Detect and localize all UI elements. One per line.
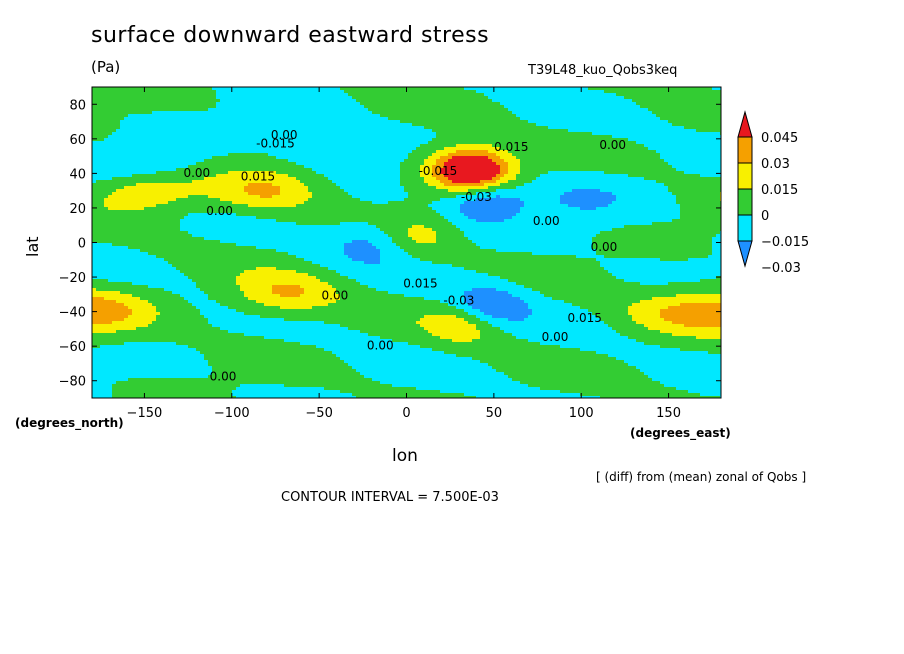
contour-label: 0.00 bbox=[206, 204, 233, 218]
colorbar-swatch bbox=[737, 214, 753, 242]
contour-label: 0.00 bbox=[367, 339, 394, 353]
x-tick-label: 100 bbox=[569, 406, 594, 421]
x-tick-label: −50 bbox=[305, 406, 332, 421]
x-axis-units: (degrees_east) bbox=[630, 426, 731, 440]
contour-label: 0.015 bbox=[494, 140, 528, 154]
colorbar-label: −0.015 bbox=[761, 235, 809, 250]
contour-label: -0.03 bbox=[461, 190, 492, 204]
comparison-note: [ (diff) from (mean) zonal of Qobs ] bbox=[596, 470, 807, 484]
y-tick-label: 80 bbox=[69, 98, 86, 113]
x-tick-label: −100 bbox=[214, 406, 250, 421]
y-axis-units: (degrees_north) bbox=[15, 416, 124, 430]
x-tick-label: 0 bbox=[402, 406, 410, 421]
x-axis-label: lon bbox=[392, 446, 418, 466]
y-tick-label: 40 bbox=[69, 167, 86, 182]
colorbar-label: −0.03 bbox=[761, 261, 801, 276]
contour-label: 0.00 bbox=[210, 370, 237, 384]
contour-label: -0.015 bbox=[256, 136, 295, 150]
y-tick-label: −60 bbox=[59, 340, 86, 355]
contour-label: -0.015 bbox=[419, 164, 458, 178]
contour-label: 0.00 bbox=[591, 240, 618, 254]
colorbar-top-triangle bbox=[737, 110, 753, 138]
colorbar-bottom-triangle bbox=[737, 240, 753, 268]
colorbar-label: 0.045 bbox=[761, 131, 798, 146]
contour-label: -0.03 bbox=[443, 294, 474, 308]
contour-label: 0.015 bbox=[568, 311, 602, 325]
colorbar-label: 0.03 bbox=[761, 157, 790, 172]
contour-label: 0.00 bbox=[542, 330, 569, 344]
colorbar-swatch bbox=[737, 136, 753, 164]
axes: −150 −100 −50 0 50 100 150 80 60 40 20 0 −20 −40 −60 −8… bbox=[59, 87, 721, 421]
x-tick-label: 50 bbox=[486, 406, 503, 421]
contour-label: 0.00 bbox=[271, 128, 298, 142]
x-tick-label: −150 bbox=[127, 406, 163, 421]
colorbar-label: 0 bbox=[761, 209, 769, 224]
y-tick-label: −40 bbox=[59, 306, 86, 321]
y-tick-label: −20 bbox=[59, 271, 86, 286]
chart-title: surface downward eastward stress bbox=[91, 23, 490, 48]
contour-label: 0.00 bbox=[322, 289, 349, 303]
chart-units: (Pa) bbox=[91, 58, 121, 76]
colorbar: 0.045 0.03 0.015 0 −0.015 −0.03 bbox=[737, 110, 809, 276]
contour-label: 0.00 bbox=[599, 138, 626, 152]
contour-label: 0.015 bbox=[403, 276, 437, 290]
y-tick-label: 60 bbox=[69, 133, 86, 148]
colorbar-swatch bbox=[737, 162, 753, 190]
contour-label: 0.00 bbox=[183, 166, 210, 180]
colorbar-label: 0.015 bbox=[761, 183, 798, 198]
run-label: T39L48_kuo_Qobs3keq bbox=[528, 63, 678, 78]
colorbar-swatch bbox=[737, 188, 753, 216]
y-tick-label: −80 bbox=[59, 375, 86, 390]
x-tick-label: 150 bbox=[656, 406, 681, 421]
contour-interval: CONTOUR INTERVAL = 7.500E-03 bbox=[281, 490, 499, 505]
contour-label: 0.00 bbox=[533, 214, 560, 228]
contour-label: 0.015 bbox=[241, 169, 275, 183]
y-tick-label: 20 bbox=[69, 202, 86, 217]
y-tick-label: 0 bbox=[78, 237, 86, 252]
